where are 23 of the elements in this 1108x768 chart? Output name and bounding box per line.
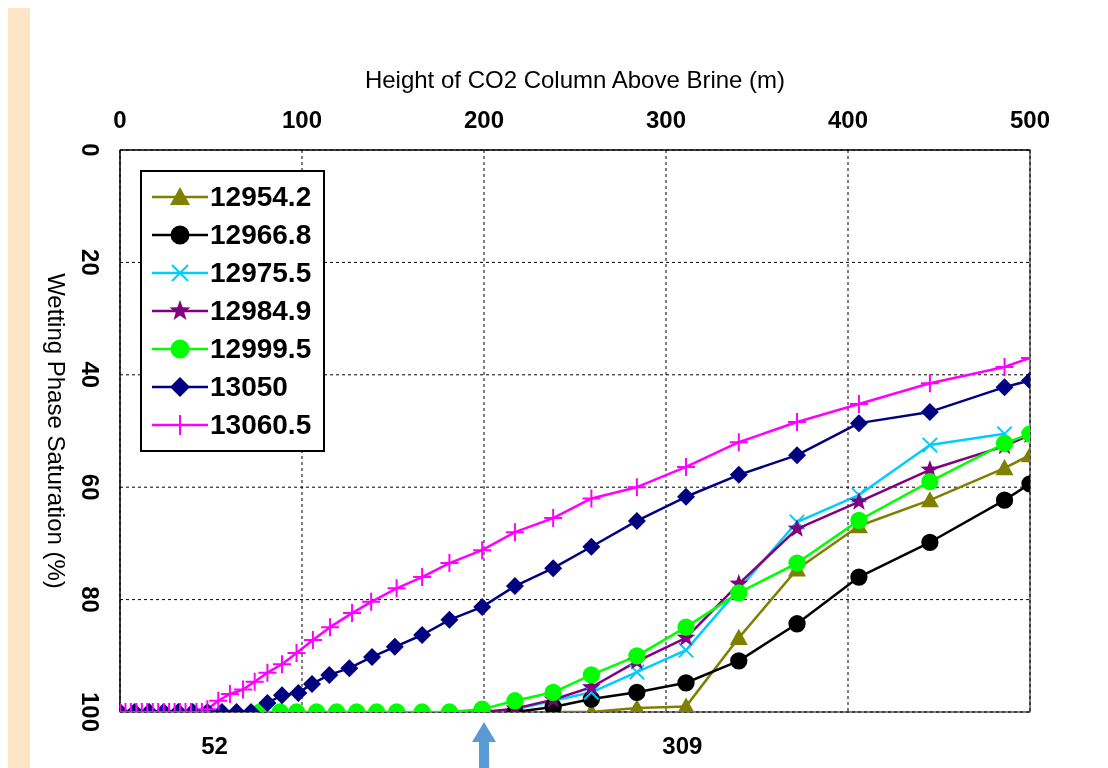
x-tick-label: 400 xyxy=(827,106,869,133)
legend-label: 13050 xyxy=(210,371,288,403)
x-tick-label: 200 xyxy=(463,106,505,133)
x-axis-title: Height of CO2 Column Above Brine (m) xyxy=(363,66,787,94)
y-tick-label: 100 xyxy=(76,691,104,733)
x-tick-label: 300 xyxy=(645,106,687,133)
x-tick-label: 100 xyxy=(281,106,323,133)
x-tick-label: 500 xyxy=(1009,106,1051,133)
legend-label: 12999.5 xyxy=(210,333,312,365)
annotation: 52 xyxy=(200,732,229,760)
y-tick-label: 60 xyxy=(76,473,104,501)
y-tick-label: 40 xyxy=(76,361,104,389)
x-tick-label: 0 xyxy=(113,106,127,133)
legend-label: 12966.8 xyxy=(210,219,312,251)
legend-label: 13060.5 xyxy=(210,409,312,441)
y-tick-label: 80 xyxy=(76,586,104,613)
legend-label: 12975.5 xyxy=(210,257,312,289)
y-axis-title: Wetting Phase Saturation (%) xyxy=(42,273,70,589)
y-tick-label: 20 xyxy=(76,249,104,276)
legend-label: 12954.2 xyxy=(210,181,312,213)
legend-label: 12984.9 xyxy=(210,295,312,327)
annotation: 309 xyxy=(661,732,704,760)
y-tick-label: 0 xyxy=(76,143,104,157)
